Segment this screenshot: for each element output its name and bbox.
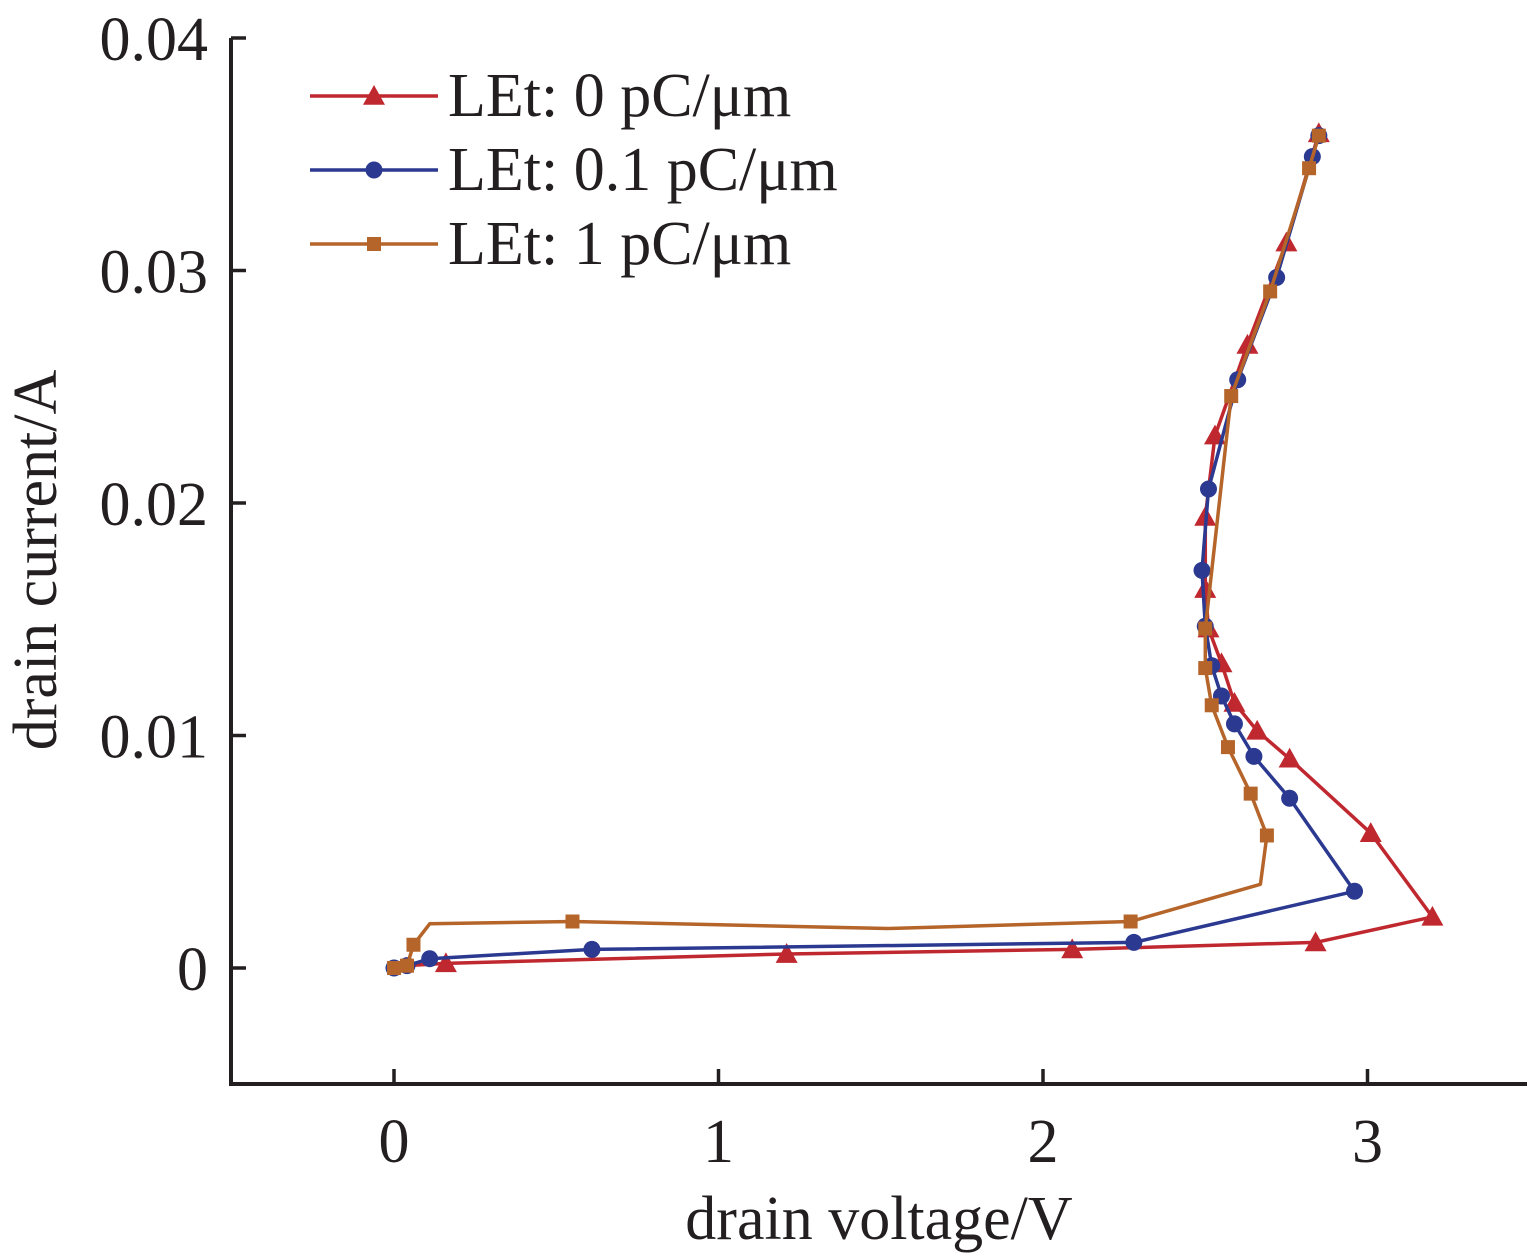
data-point <box>1194 578 1217 598</box>
data-point <box>1259 828 1274 843</box>
legend-item: LEt: 0.1 pC/μm <box>310 136 838 204</box>
data-point <box>387 961 401 975</box>
series-square <box>387 128 1326 975</box>
data-point <box>1281 789 1299 807</box>
data-point <box>583 940 601 958</box>
ticks: 0 1 2 3 0 0.01 0.02 0.03 0.04 <box>100 6 1384 1176</box>
data-point <box>775 943 798 963</box>
x-tick-label: 1 <box>703 1108 734 1176</box>
data-point <box>1236 333 1259 354</box>
data-point <box>1346 882 1364 900</box>
data-point <box>1193 561 1211 579</box>
data-point <box>1278 747 1301 768</box>
data-point <box>399 958 414 973</box>
axes <box>229 38 1527 1086</box>
legend-label: LEt: 0 pC/μm <box>448 62 791 130</box>
series-layer <box>385 122 1444 977</box>
data-point <box>1359 822 1382 842</box>
x-tick-label: 2 <box>1028 1108 1059 1176</box>
data-point <box>1421 905 1444 926</box>
y-tick-label: 0 <box>177 936 208 1004</box>
legend-item: LEt: 0 pC/μm <box>310 62 791 130</box>
data-point <box>1123 914 1138 929</box>
data-point <box>1302 161 1317 176</box>
x-tick-label: 0 <box>379 1108 410 1176</box>
data-point <box>1246 719 1269 740</box>
legend-label: LEt: 0.1 pC/μm <box>448 136 838 204</box>
legend-marker <box>363 85 385 105</box>
x-tick-label: 3 <box>1352 1108 1383 1176</box>
y-tick-label: 0.01 <box>100 704 209 772</box>
data-point <box>1225 715 1243 733</box>
data-point <box>1198 621 1213 636</box>
legend-label: LEt: 1 pC/μm <box>448 210 791 278</box>
data-point <box>406 937 421 952</box>
data-point <box>434 952 457 973</box>
data-point <box>1125 933 1143 951</box>
data-point <box>1224 389 1239 404</box>
data-point <box>1245 747 1263 765</box>
data-point <box>1198 661 1213 676</box>
data-point <box>565 914 580 929</box>
legend-item: LEt: 1 pC/μm <box>310 210 791 278</box>
data-point <box>1263 284 1278 299</box>
data-point <box>421 950 439 968</box>
legend-marker <box>365 161 383 179</box>
data-point <box>1220 740 1235 755</box>
x-axis-title: drain voltage/V <box>685 1185 1073 1253</box>
data-point <box>1204 698 1219 713</box>
data-point <box>1199 480 1217 498</box>
data-point <box>1223 691 1246 712</box>
data-point <box>1311 128 1326 143</box>
series-line <box>393 135 1321 970</box>
y-tick-label: 0.02 <box>100 471 209 539</box>
legend-marker <box>367 237 381 251</box>
data-point <box>1243 786 1258 801</box>
data-point <box>1061 938 1084 959</box>
y-axis-title: drain current/A <box>2 370 70 751</box>
y-tick-label: 0.04 <box>100 6 209 74</box>
data-point <box>1304 931 1327 952</box>
y-tick-label: 0.03 <box>100 239 209 307</box>
